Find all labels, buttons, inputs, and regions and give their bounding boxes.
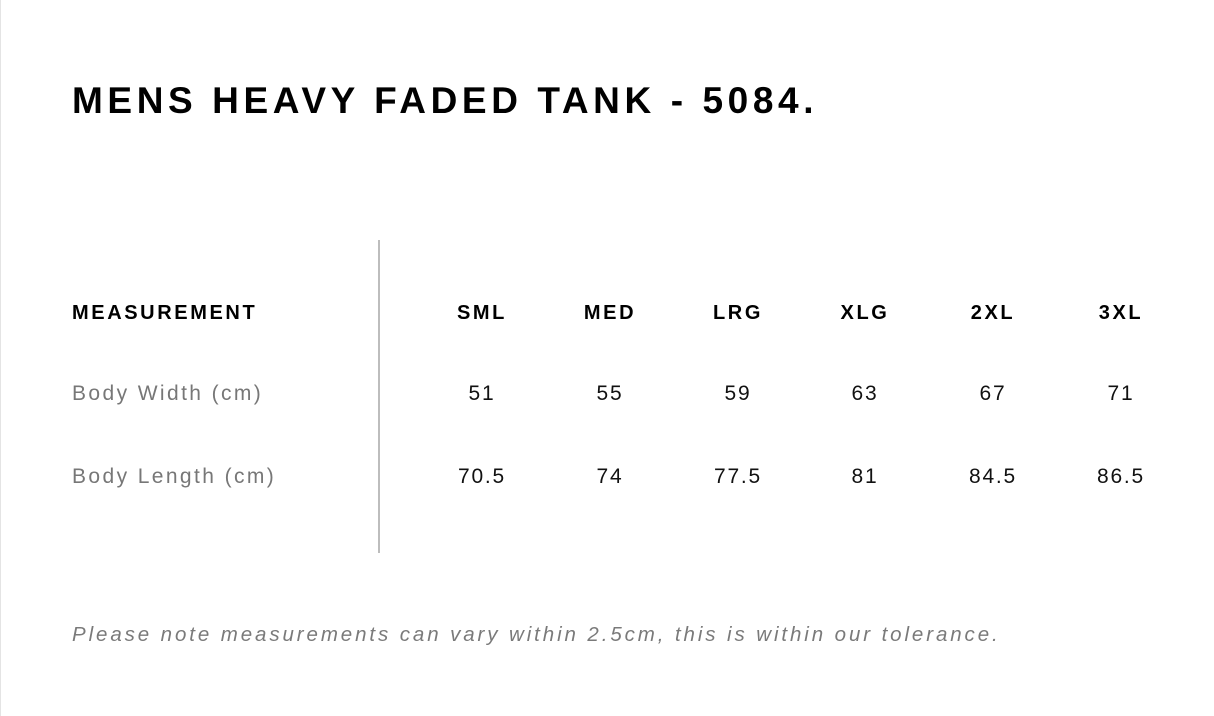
table-cell: 84.5 [968, 465, 1018, 488]
column-divider [378, 240, 380, 553]
table-cell: 63 [851, 382, 879, 405]
measurement-header: MEASUREMENT [72, 302, 258, 324]
size-header-med: MED [583, 302, 637, 324]
row-label-body-length: Body Length (cm) [72, 465, 277, 488]
size-header-2xl: 2XL [970, 302, 1016, 324]
table-cell: 74 [596, 465, 624, 488]
table-cell: 55 [596, 382, 624, 405]
size-header-xlg: XLG [840, 302, 890, 324]
table-cell: 86.5 [1096, 465, 1146, 488]
page-title: MENS HEAVY FADED TANK - 5084. [72, 80, 819, 121]
size-header-sml: SML [456, 302, 508, 324]
size-header-lrg: LRG [712, 302, 764, 324]
table-cell: 67 [979, 382, 1007, 405]
tolerance-note: Please note measurements can vary within… [72, 623, 1001, 646]
table-cell: 59 [724, 382, 752, 405]
table-cell: 77.5 [713, 465, 763, 488]
size-header-3xl: 3XL [1098, 302, 1144, 324]
table-cell: 81 [851, 465, 879, 488]
table-cell: 71 [1107, 382, 1135, 405]
table-cell: 70.5 [457, 465, 507, 488]
row-label-body-width: Body Width (cm) [72, 382, 264, 405]
table-cell: 51 [468, 382, 496, 405]
